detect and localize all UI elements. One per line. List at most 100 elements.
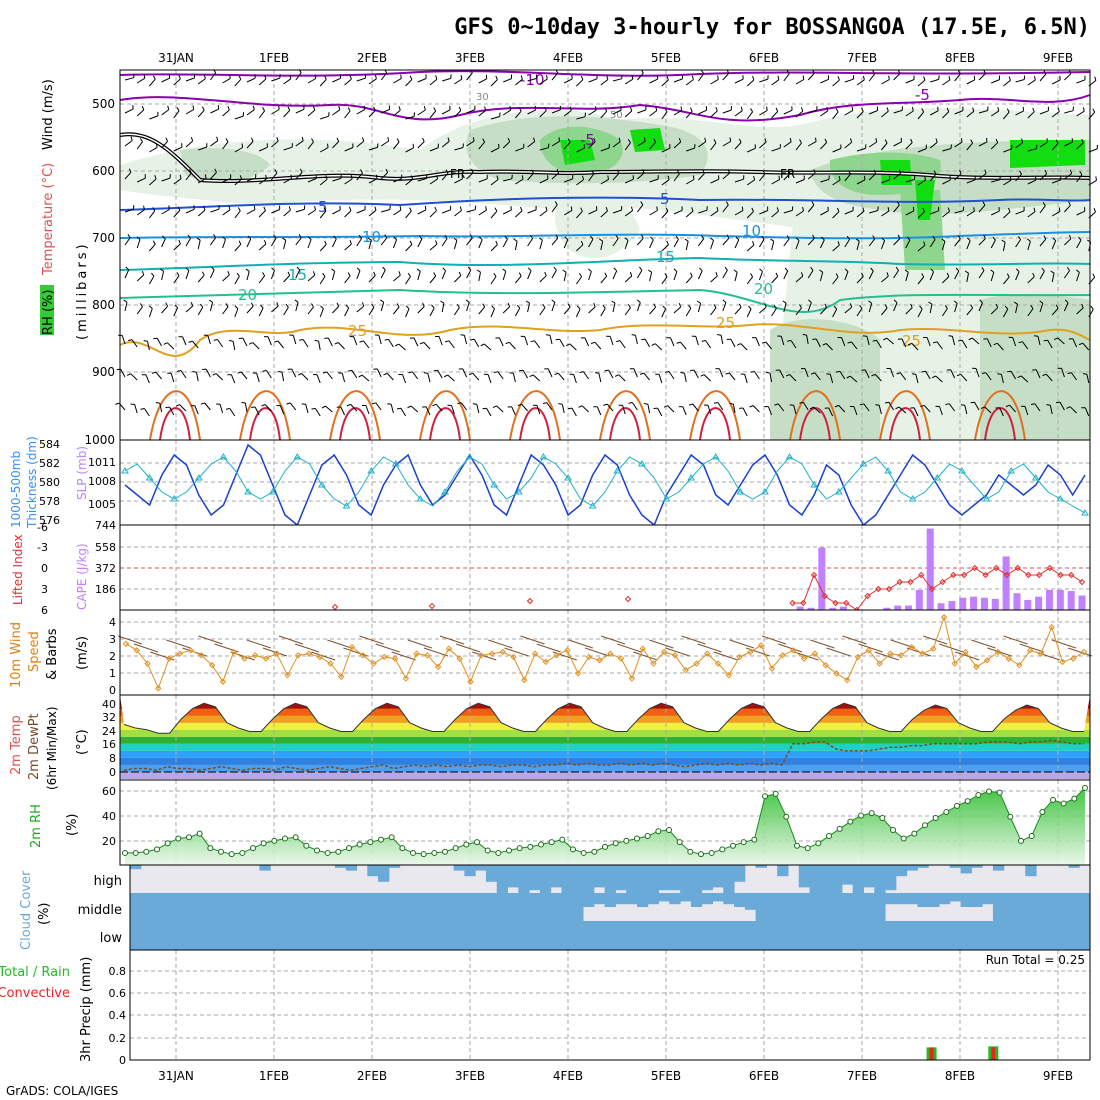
wind-barb (1070, 372, 1078, 381)
wind-barb (819, 272, 824, 282)
wind-barb (942, 179, 951, 185)
wind-barb-feather (776, 207, 779, 212)
wind-barb (654, 343, 663, 351)
wind-barb-feather (835, 273, 839, 278)
wind-barb-feather (229, 74, 231, 79)
wind-barb (539, 307, 546, 316)
li-point (875, 585, 882, 593)
wind-barb-feather (211, 266, 215, 271)
wind-barb-feather (870, 267, 874, 272)
wind-barb (503, 78, 512, 83)
wind-barb (795, 275, 804, 283)
rh2m-point (644, 833, 651, 840)
wind-barb (344, 78, 352, 86)
li-tick: 3 (41, 583, 48, 596)
wind-barb (917, 79, 926, 87)
wind-barb-feather (580, 75, 584, 80)
wind-barb-feather (1013, 301, 1018, 305)
wind-barb-feather (480, 343, 485, 347)
wind-barb (673, 271, 678, 281)
wind-barb-feather (802, 333, 807, 336)
wind10-tick: 3 (109, 633, 116, 646)
wind-barb-feather (141, 105, 145, 111)
wind-barb (832, 308, 838, 318)
wind-barb (380, 172, 388, 180)
wind-barb-feather (312, 271, 316, 276)
cloud-bar (874, 893, 886, 921)
wind-barb (1009, 404, 1016, 413)
wind-barb-feather (725, 201, 729, 206)
wind-barb-feather (701, 70, 705, 74)
wind-barb (680, 341, 687, 350)
wind-barb-feather (1004, 305, 1009, 310)
cloud-bar (1025, 921, 1037, 950)
rh-contour-label: 30 (476, 92, 489, 103)
cloud-bar (453, 893, 465, 921)
wind-barb (863, 403, 870, 412)
wind-barb (368, 209, 377, 217)
wind-barb (930, 78, 939, 83)
li-point (928, 585, 936, 593)
li-tick: -6 (37, 521, 48, 534)
wind-barb (758, 239, 765, 248)
rh2m-point (954, 802, 960, 809)
wind-barb (893, 270, 899, 279)
wind-barb (783, 238, 790, 247)
wind-barb (954, 210, 964, 214)
wind-barb (939, 406, 943, 416)
wind10-point (230, 648, 237, 656)
wind10-point (1016, 662, 1023, 669)
wind-barb (734, 142, 742, 150)
wind-barb-feather (582, 175, 585, 180)
wind10-point (833, 670, 840, 677)
wind-barb-feather (222, 236, 226, 240)
wind-barb-feather (710, 237, 714, 241)
wind-barb (307, 141, 314, 150)
wind-barb-feather (680, 372, 685, 374)
wind-barb-feather (752, 76, 755, 81)
wind-barb (271, 172, 278, 181)
wind10-barb (166, 639, 191, 649)
wind-barb-feather (311, 138, 314, 143)
wind-barb-feather (382, 266, 386, 271)
wind-barb-feather (1055, 304, 1059, 309)
wind-barb-feather (393, 236, 397, 240)
wind-barb-feather (472, 403, 477, 405)
cloud-bar (895, 921, 908, 950)
wind-barb (765, 341, 772, 350)
cloud-bar (593, 865, 606, 888)
wind-barb (941, 241, 946, 251)
wind-barb (844, 239, 851, 248)
wind-barb-feather (787, 340, 792, 342)
wind-barb-feather (495, 75, 498, 80)
wind-barb (819, 239, 825, 249)
wind10-barb (423, 647, 449, 657)
wind-barb (734, 78, 744, 84)
wind-barb-feather (467, 266, 472, 271)
wind10-point (919, 650, 926, 657)
cloud-bar (1079, 921, 1091, 950)
wind-barb (948, 403, 956, 412)
wind-barb (156, 337, 163, 347)
cloud-bar (237, 921, 250, 950)
wind10-barb (246, 639, 271, 649)
wind-barb-feather (192, 371, 197, 373)
slp-point (613, 467, 622, 474)
wind-barb (868, 238, 876, 247)
wind-barb-feather (787, 169, 791, 174)
wind-barb-feather (979, 299, 983, 304)
wind-barb (344, 147, 354, 152)
wind-barb (136, 209, 145, 216)
wind-barb-feather (921, 273, 925, 278)
cloud-bar (485, 893, 498, 921)
wind-barb (718, 368, 724, 378)
wind-barb-feather (1046, 138, 1049, 143)
wind-barb (844, 173, 851, 182)
wind-barb (856, 79, 865, 86)
wind-barb (551, 140, 560, 147)
wind-barb (588, 271, 592, 281)
rh2m-point (164, 840, 171, 847)
wind-barb (1039, 110, 1049, 115)
cape-bar (959, 597, 967, 610)
cloud-bar (270, 921, 282, 950)
